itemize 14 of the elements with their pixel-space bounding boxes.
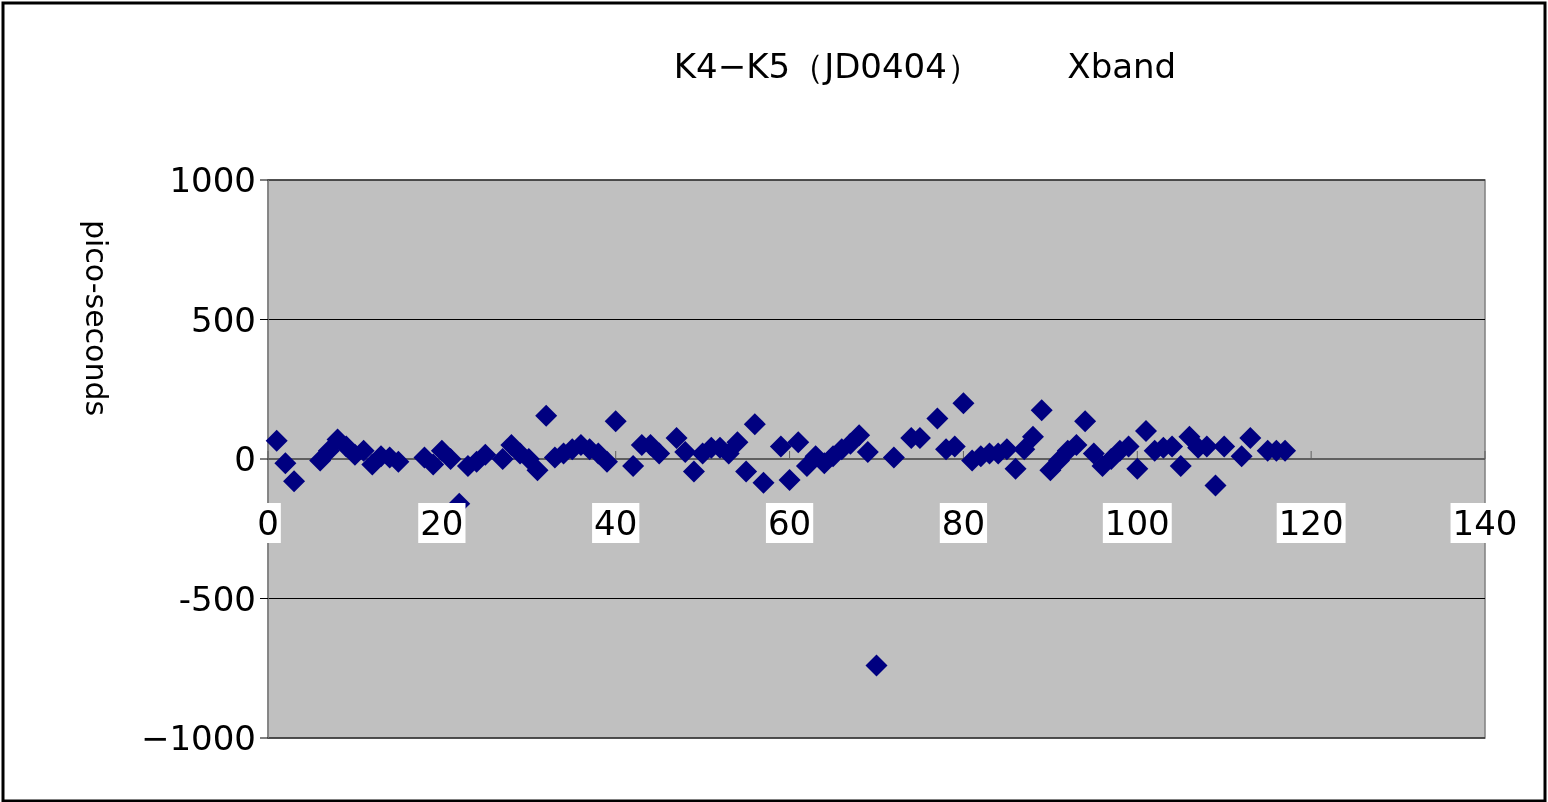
- y-tick-label: −1000: [140, 718, 256, 758]
- y-tick-label: 0: [234, 439, 256, 479]
- y-axis-title: pico-seconds: [79, 219, 114, 417]
- x-tick-label: 120: [1278, 503, 1344, 543]
- chart-title: K4−K5（JD0404） Xband: [673, 46, 1177, 86]
- y-tick-label: -500: [178, 578, 256, 619]
- x-tick-label: 60: [767, 503, 812, 543]
- y-tick-label: 1000: [169, 160, 256, 200]
- x-tick-label: 140: [1452, 503, 1518, 543]
- x-tick-label: 40: [594, 503, 638, 543]
- x-tick-label: 100: [1104, 503, 1170, 543]
- x-tick-label: 80: [941, 503, 986, 543]
- x-tick-label: 20: [420, 503, 464, 543]
- y-tick-label: 500: [191, 299, 256, 340]
